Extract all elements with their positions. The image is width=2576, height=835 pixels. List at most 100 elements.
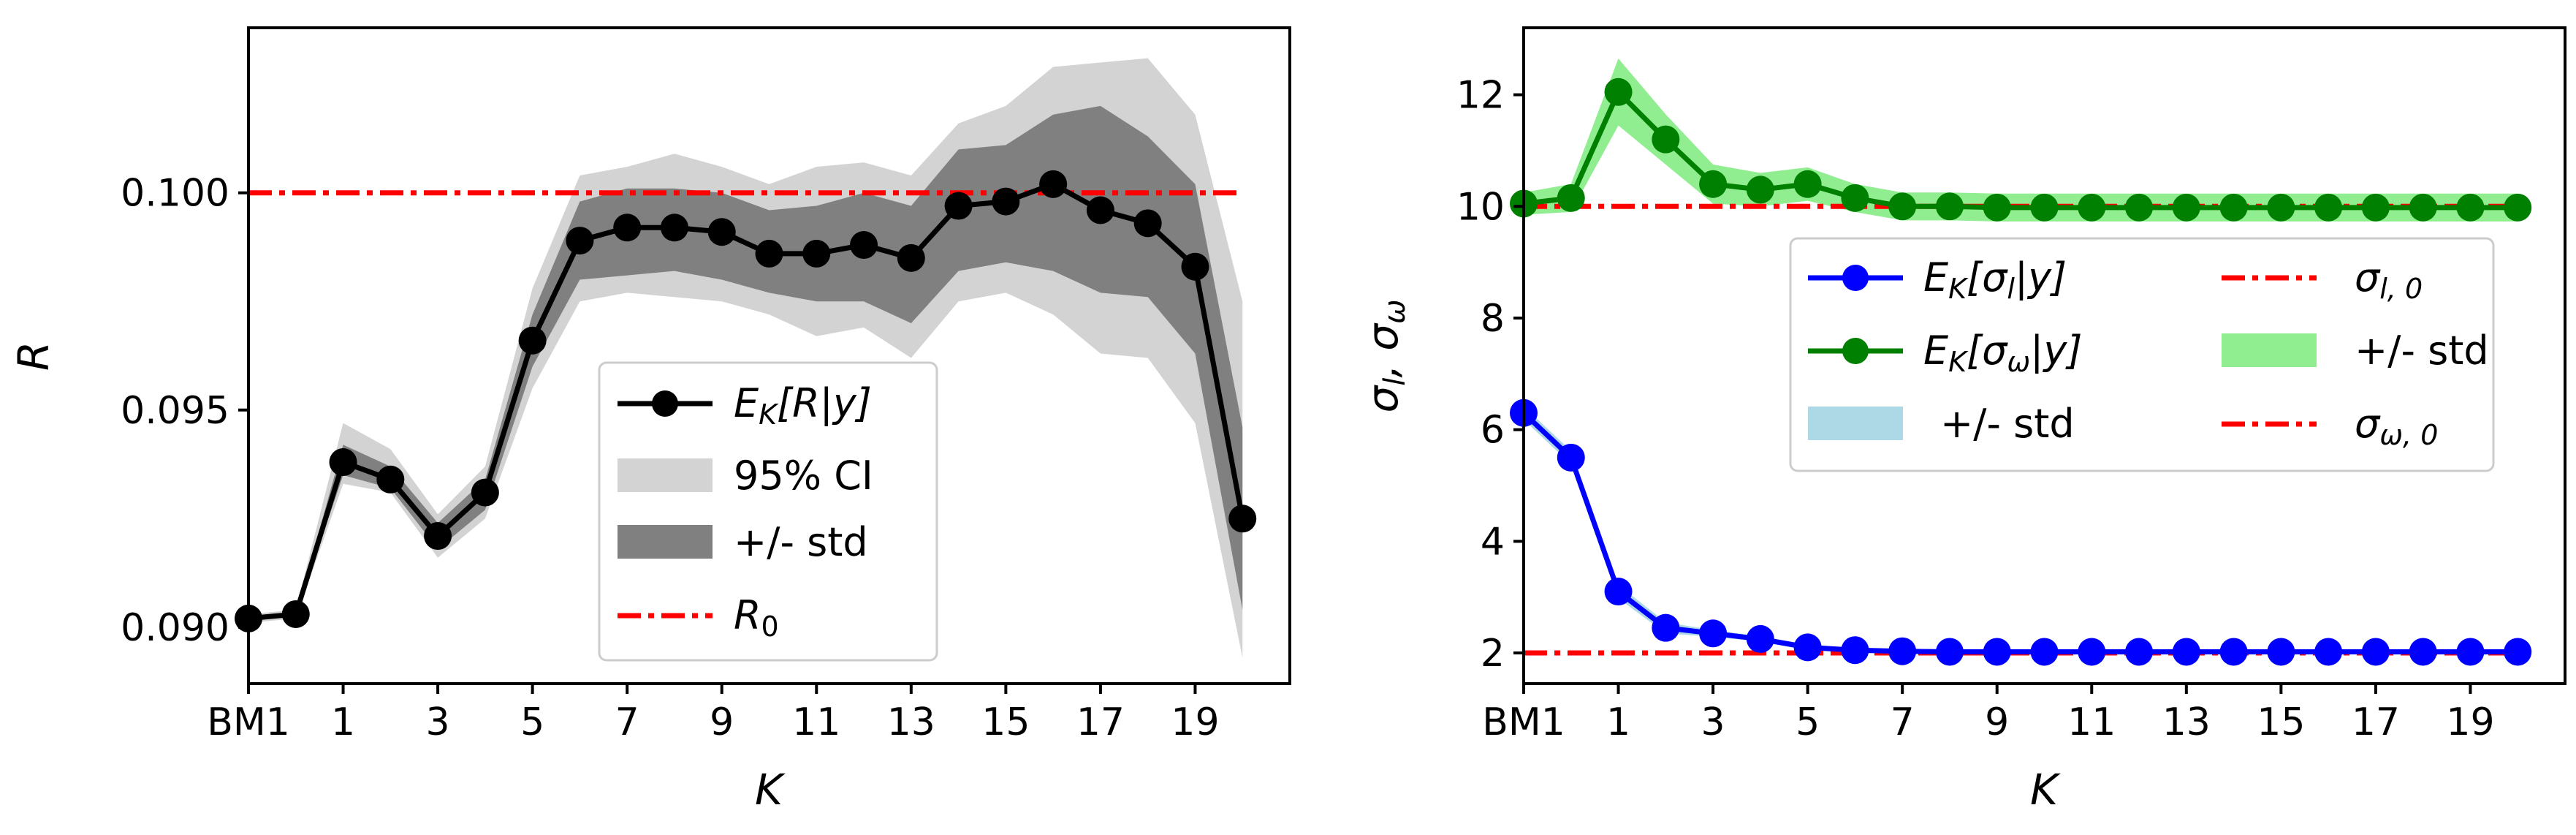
right-series-1-line bbox=[1523, 89, 2518, 211]
right-axes-frame bbox=[1522, 26, 2566, 685]
right-ytick-label: 10 bbox=[1456, 185, 1505, 229]
left-series-0-point bbox=[1181, 252, 1209, 281]
left-ytick-label: 0.100 bbox=[121, 172, 229, 216]
right-ytick-label: 12 bbox=[1456, 74, 1505, 118]
left-series-0-point bbox=[471, 478, 499, 507]
right-series-0-point bbox=[2361, 638, 2390, 666]
left-series-0-point bbox=[897, 243, 925, 272]
right-xtick-label: 15 bbox=[2257, 700, 2305, 744]
left-series-0-point bbox=[1086, 196, 1114, 224]
left-series-0-line bbox=[248, 181, 1245, 621]
right-series-1-point bbox=[1699, 170, 1728, 198]
right-legend: EK[σl|y] EK[σω|y] +/- std σl, 0 +/- std … bbox=[1789, 237, 2495, 472]
right-series-0-point bbox=[2078, 638, 2106, 666]
right-series-0-point bbox=[2314, 638, 2343, 666]
right-series-0-point bbox=[1746, 624, 1774, 653]
right-legend-sigl-label: EK[σl|y] bbox=[1923, 254, 2067, 305]
right-series-1-point bbox=[1888, 192, 1917, 221]
right-ytick-label: 8 bbox=[1481, 297, 1505, 341]
right-xtick-label: 13 bbox=[2162, 700, 2211, 744]
right-series-0-point bbox=[2267, 638, 2295, 666]
right-legend-green-std-label: +/- std bbox=[2355, 328, 2489, 374]
right-series-1-point bbox=[2409, 193, 2437, 222]
right-xtick-label: 1 bbox=[1606, 700, 1630, 744]
right-legend-sigl-marker bbox=[1842, 265, 1869, 291]
right-series-1-point bbox=[1841, 184, 1869, 212]
right-series-0-point bbox=[1983, 638, 2011, 666]
left-xtick-label: 7 bbox=[615, 700, 639, 744]
right-series-1-point bbox=[2125, 193, 2154, 222]
right-series-1-point bbox=[1652, 125, 1680, 154]
right-series-1-point bbox=[1604, 78, 1633, 106]
left-series-0-point bbox=[566, 227, 594, 255]
left-xtick-label: 15 bbox=[981, 700, 1030, 744]
left-series bbox=[235, 170, 1257, 632]
left-legend-std-swatch bbox=[618, 525, 713, 559]
right-series-1-point bbox=[1793, 170, 1822, 198]
left-xtick-label: 17 bbox=[1076, 700, 1125, 744]
left-series-0-point bbox=[613, 214, 642, 242]
right-series-1-point bbox=[2314, 193, 2343, 222]
left-series-0-point bbox=[1133, 209, 1162, 238]
right-legend-sigw0-label: σω, 0 bbox=[2355, 401, 2438, 451]
right-legend-blue-std-label: +/- std bbox=[1940, 401, 2075, 447]
left-legend-ci-label: 95% CI bbox=[734, 453, 873, 499]
right-series-1-point bbox=[2267, 193, 2295, 222]
right-series-0-point bbox=[1841, 636, 1869, 665]
right-series-1-point bbox=[1983, 193, 2011, 222]
left-series-0-point bbox=[707, 218, 736, 246]
right-legend-green-std-swatch bbox=[2222, 333, 2317, 367]
right-bands bbox=[1524, 58, 2518, 654]
right-legend-blue-std-swatch bbox=[1808, 407, 1903, 440]
left-xtick-label: 3 bbox=[426, 700, 450, 744]
right-series-1-point bbox=[1557, 184, 1585, 212]
left-legend-std-label: +/- std bbox=[734, 519, 868, 565]
left-series-0-point bbox=[281, 600, 310, 628]
right-ylabel: σl, σω bbox=[1358, 299, 1412, 412]
right-xlabel: K bbox=[2030, 765, 2061, 815]
left-legend-ci-swatch bbox=[618, 458, 713, 492]
left-series-0-point bbox=[944, 192, 973, 220]
left-series-0-point bbox=[1039, 170, 1068, 198]
right-ytick-label: 4 bbox=[1481, 520, 1505, 564]
right-series-0-point bbox=[2172, 638, 2200, 666]
right-series-0-line bbox=[1521, 411, 2518, 654]
left-series-0-point bbox=[660, 214, 688, 242]
right-series-1-point bbox=[2456, 193, 2485, 222]
right-ytick-label: 2 bbox=[1481, 632, 1505, 676]
right-series-0-point bbox=[1935, 638, 1964, 666]
left-xlabel: K bbox=[755, 765, 786, 815]
left-ytick-label: 0.095 bbox=[121, 389, 229, 433]
left-series-0-point bbox=[802, 239, 831, 268]
right-ytick-label: 6 bbox=[1481, 409, 1505, 453]
right-xtick-label: 7 bbox=[1891, 700, 1915, 744]
right-series-1-band bbox=[1524, 58, 2518, 222]
right-xtick-label: 3 bbox=[1701, 700, 1725, 744]
left-series-0-point bbox=[850, 231, 878, 260]
right-xtick-label: 11 bbox=[2067, 700, 2116, 744]
left-axes-frame bbox=[247, 26, 1291, 685]
right-series-1-point bbox=[1746, 175, 1774, 204]
left-series-0-point bbox=[424, 522, 452, 551]
right-xtick-label: 5 bbox=[1796, 700, 1820, 744]
left-series-0-point bbox=[329, 448, 357, 477]
left-xtick-label: 1 bbox=[331, 700, 355, 744]
right-legend-sigw-label: EK[σω|y] bbox=[1923, 328, 2082, 378]
right-series-1-point bbox=[2361, 193, 2390, 222]
left-xtick-label: 13 bbox=[887, 700, 935, 744]
right-legend-sigl0-label: σl, 0 bbox=[2355, 254, 2423, 305]
right-series-0-point bbox=[1652, 613, 1680, 642]
right-xtick-label: 19 bbox=[2446, 700, 2494, 744]
left-legend-mean-marker bbox=[652, 390, 678, 417]
right-series bbox=[1510, 78, 2532, 666]
right-xtick-label: 9 bbox=[1985, 700, 2009, 744]
right-series-0-point bbox=[2409, 638, 2437, 666]
right-xtick-label: BM1 bbox=[1482, 700, 1565, 744]
right-series-1-point bbox=[2219, 193, 2248, 222]
left-ylabel: R bbox=[9, 341, 58, 371]
